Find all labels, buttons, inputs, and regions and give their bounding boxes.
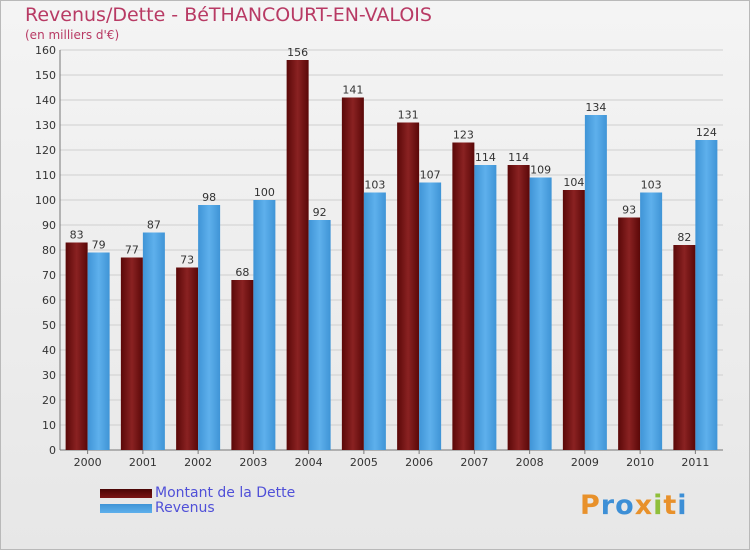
- y-tick-label: 30: [42, 369, 56, 382]
- bar-revenus: [198, 205, 221, 450]
- data-label-dette: 104: [563, 176, 584, 189]
- y-tick-label: 0: [49, 444, 56, 457]
- data-label-dette: 82: [677, 231, 691, 244]
- bar-revenus: [363, 192, 386, 450]
- data-label-dette: 68: [235, 266, 249, 279]
- data-label-revenus: 103: [641, 179, 662, 192]
- axis-layer: 0 10 20 30 40 50 60 70 80 90 100 110 120 130 140 150 160…: [35, 44, 723, 469]
- logo-letter: o: [615, 490, 635, 521]
- y-tick-label: 130: [35, 119, 56, 132]
- bar-dette: [120, 257, 143, 450]
- x-tick-label: 2008: [516, 456, 544, 469]
- y-tick-label: 100: [35, 194, 56, 207]
- y-tick-label: 20: [42, 394, 56, 407]
- y-tick-label: 150: [35, 69, 56, 82]
- data-label-revenus: 134: [585, 101, 606, 114]
- legend-label-revenus: Revenus: [155, 500, 215, 516]
- y-tick-label: 90: [42, 219, 56, 232]
- logo-letter: t: [663, 490, 678, 521]
- logo-letter: i: [653, 490, 664, 521]
- data-label-dette: 123: [453, 129, 474, 142]
- data-label-dette: 83: [70, 229, 84, 242]
- x-tick-label: 2001: [129, 456, 157, 469]
- bar-revenus: [87, 252, 110, 450]
- bar-dette: [562, 190, 585, 450]
- data-label-dette: 156: [287, 46, 308, 59]
- legend-swatch-dette: [100, 489, 152, 498]
- y-tick-label: 60: [42, 294, 56, 307]
- bar-dette: [231, 280, 254, 450]
- bar-revenus: [419, 182, 442, 450]
- x-tick-label: 2003: [239, 456, 267, 469]
- bar-dette: [507, 165, 530, 450]
- bar-dette: [341, 97, 364, 450]
- y-tick-label: 70: [42, 269, 56, 282]
- y-tick-label: 80: [42, 244, 56, 257]
- x-tick-label: 2002: [184, 456, 212, 469]
- data-label-revenus: 87: [147, 219, 161, 232]
- bar-revenus: [253, 200, 276, 450]
- data-label-revenus: 79: [92, 239, 106, 252]
- x-tick-label: 2009: [571, 456, 599, 469]
- bar-dette: [286, 60, 309, 450]
- bar-dette: [397, 122, 420, 450]
- x-tick-label: 2004: [295, 456, 323, 469]
- bar-dette: [618, 217, 641, 450]
- legend-swatch-revenus: [100, 504, 152, 513]
- x-tick-label: 2006: [405, 456, 433, 469]
- data-label-dette: 141: [342, 84, 363, 97]
- bar-revenus: [529, 177, 552, 450]
- data-label-revenus: 114: [475, 151, 496, 164]
- data-label-dette: 93: [622, 204, 636, 217]
- bar-revenus: [695, 140, 718, 450]
- bar-revenus: [142, 232, 165, 450]
- data-label-revenus: 124: [696, 126, 717, 139]
- data-label-revenus: 107: [420, 169, 441, 182]
- data-label-dette: 131: [398, 109, 419, 122]
- y-tick-label: 110: [35, 169, 56, 182]
- data-label-dette: 77: [125, 244, 139, 257]
- x-tick-label: 2000: [74, 456, 102, 469]
- bar-layer: [65, 60, 718, 450]
- bar-revenus: [640, 192, 663, 450]
- bar-dette: [673, 245, 696, 450]
- data-label-revenus: 98: [202, 191, 216, 204]
- bar-revenus: [474, 165, 497, 450]
- bar-revenus: [308, 220, 331, 450]
- data-label-revenus: 109: [530, 164, 551, 177]
- y-tick-label: 40: [42, 344, 56, 357]
- x-tick-label: 2010: [626, 456, 654, 469]
- data-label-dette: 114: [508, 151, 529, 164]
- y-tick-label: 120: [35, 144, 56, 157]
- bar-dette: [176, 267, 199, 450]
- logo-letter: r: [600, 490, 616, 521]
- y-tick-label: 160: [35, 44, 56, 57]
- chart-title: Revenus/Dette - BéTHANCOURT-EN-VALOIS: [25, 4, 432, 26]
- y-tick-label: 140: [35, 94, 56, 107]
- logo-letter: P: [580, 490, 601, 521]
- logo-letter: i: [677, 490, 688, 521]
- x-tick-label: 2007: [460, 456, 488, 469]
- data-label-revenus: 103: [364, 179, 385, 192]
- chart-subtitle: (en milliers d'€): [25, 28, 120, 42]
- data-label-revenus: 92: [313, 206, 327, 219]
- bar-dette: [452, 142, 475, 450]
- proxiti-logo: Proxiti: [580, 490, 688, 521]
- x-tick-label: 2005: [350, 456, 378, 469]
- legend-label-dette: Montant de la Dette: [155, 485, 296, 501]
- bar-revenus: [584, 115, 607, 450]
- bar-dette: [65, 242, 88, 450]
- x-tick-label: 2011: [681, 456, 709, 469]
- data-label-dette: 73: [180, 254, 194, 267]
- data-label-revenus: 100: [254, 186, 275, 199]
- y-tick-label: 10: [42, 419, 56, 432]
- grid-layer: [60, 49, 723, 426]
- y-tick-label: 50: [42, 319, 56, 332]
- logo-letter: x: [634, 490, 654, 521]
